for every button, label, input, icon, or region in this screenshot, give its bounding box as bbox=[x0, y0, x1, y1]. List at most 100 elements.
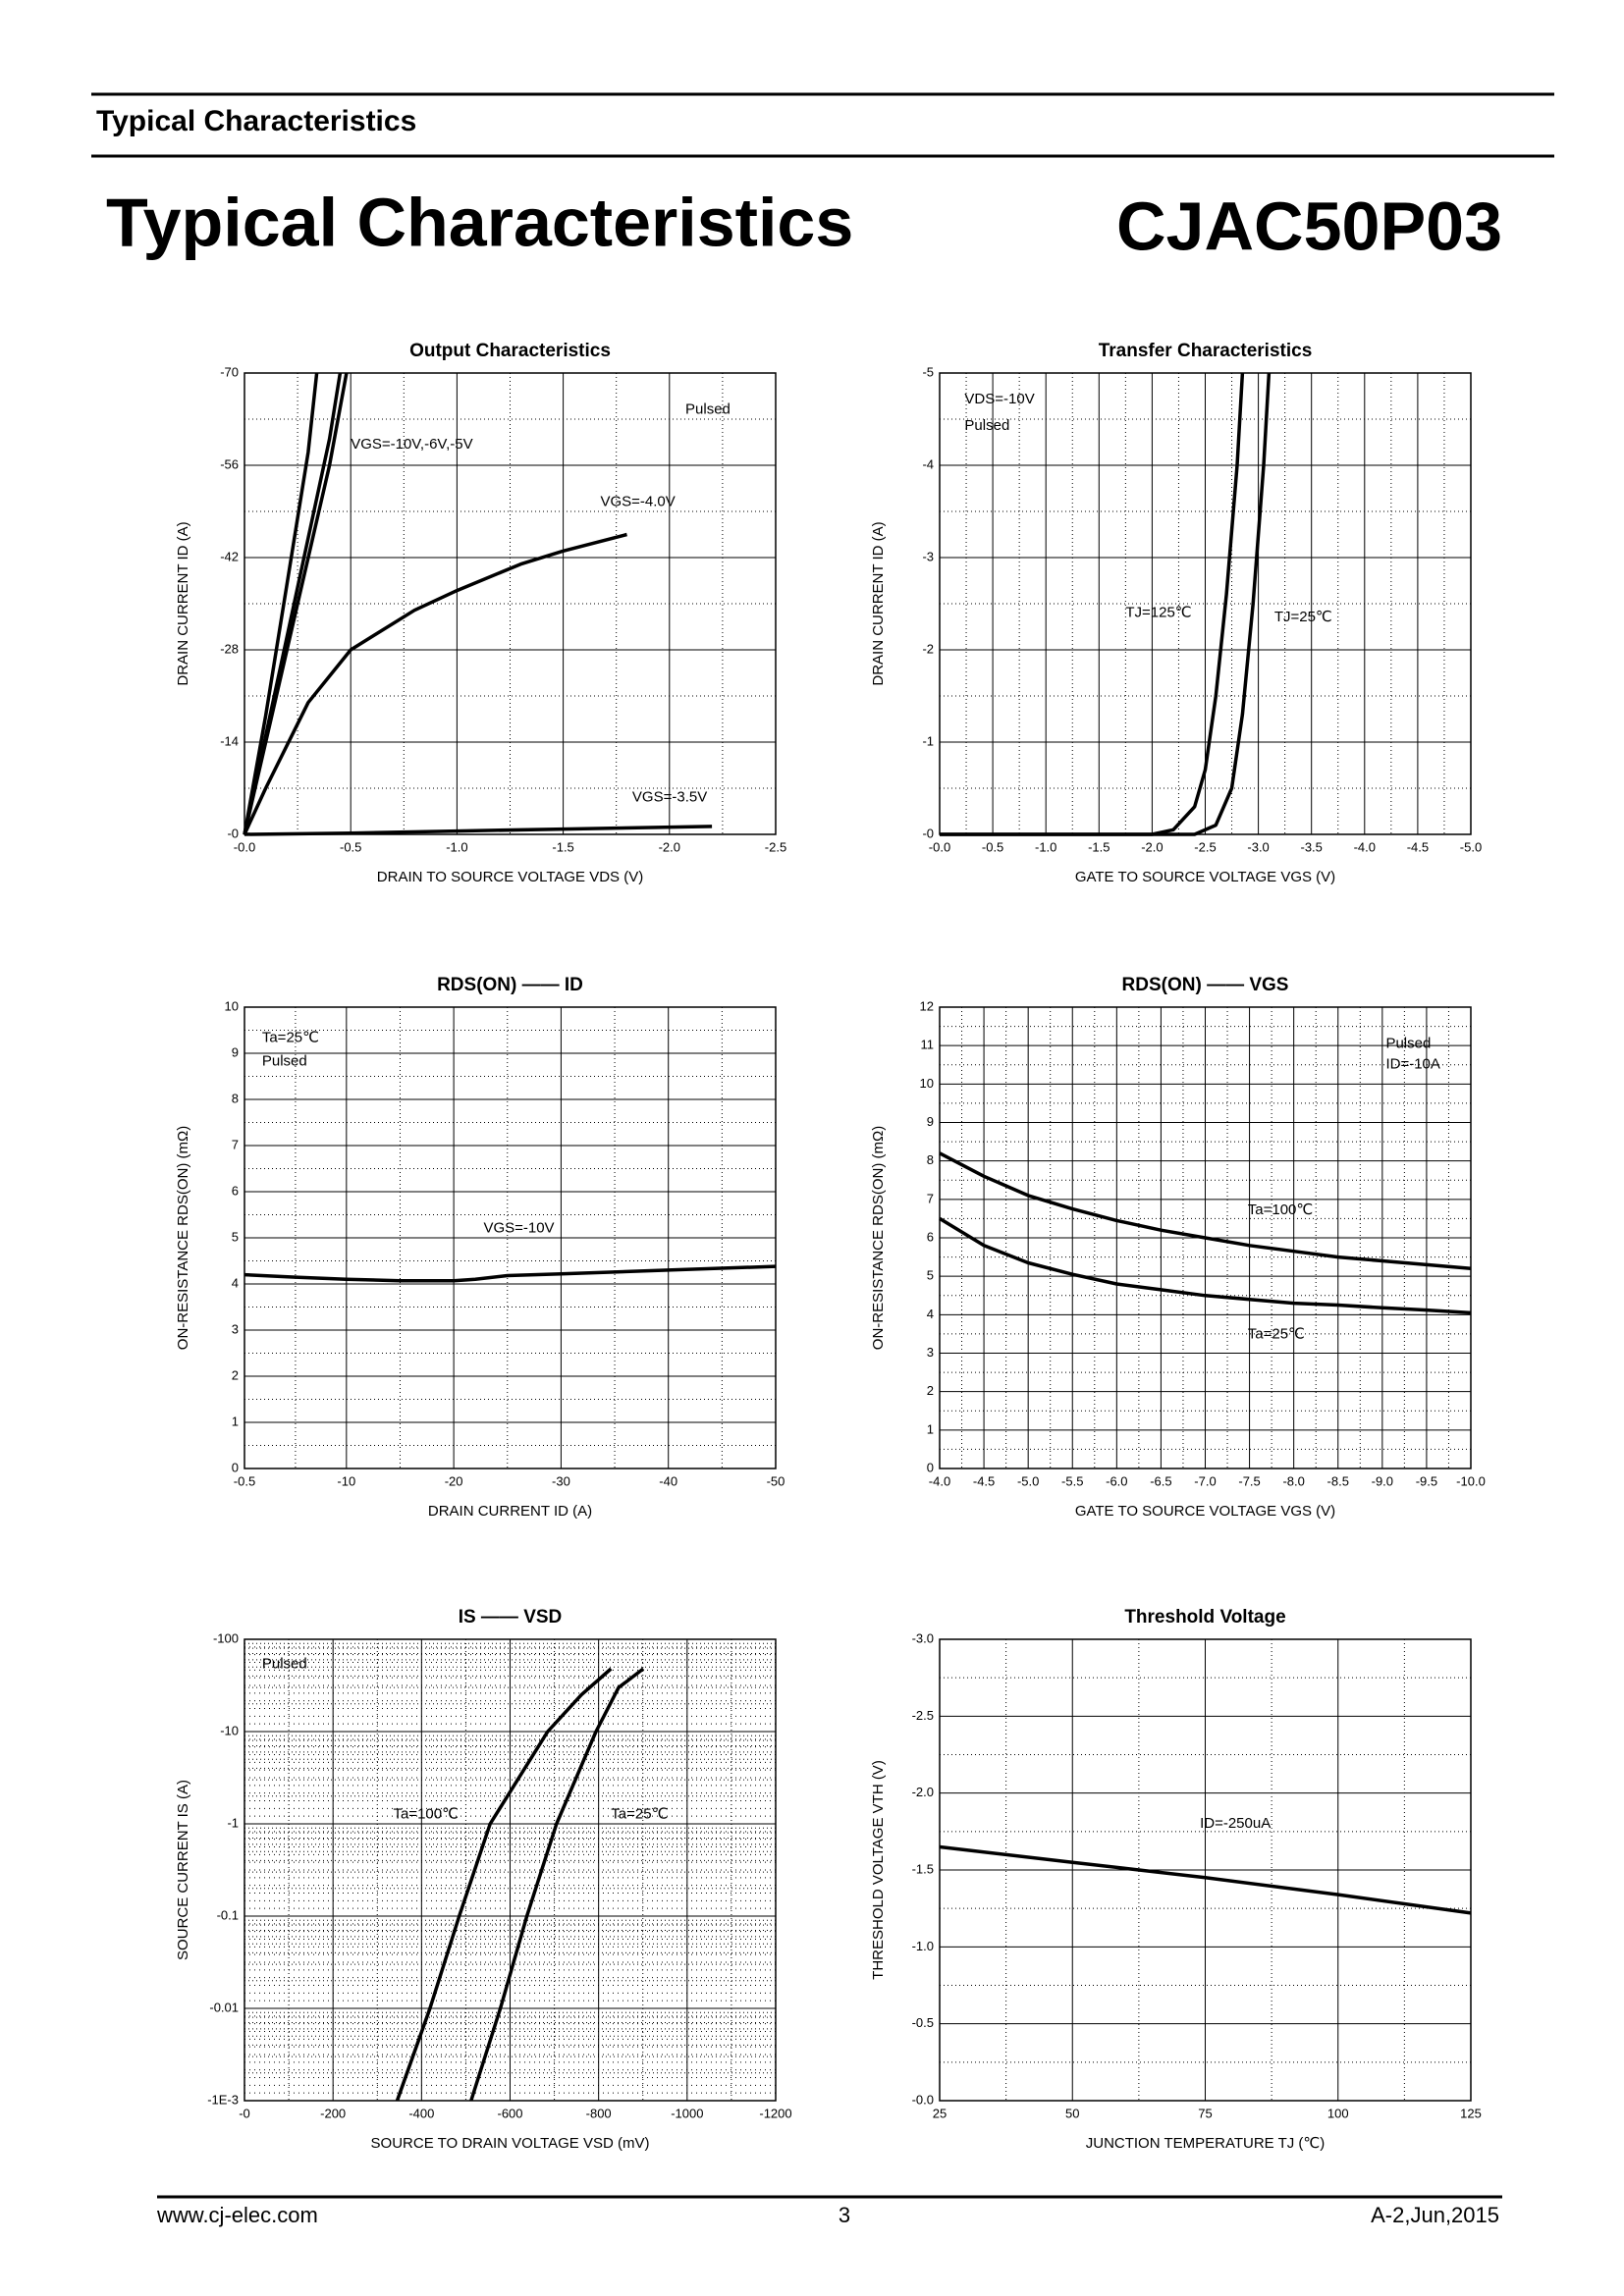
data-line bbox=[243, 372, 319, 835]
annotation: VGS=-4.0V bbox=[600, 494, 675, 510]
x-tick-label: -800 bbox=[586, 2106, 612, 2120]
annotation: Ta=100℃ bbox=[393, 1806, 458, 1823]
y-tick-label: -0.01 bbox=[209, 2000, 239, 2014]
y-tick-label: 10 bbox=[920, 1076, 934, 1091]
y-tick-label: -2.5 bbox=[912, 1708, 934, 1723]
y-tick-label: 9 bbox=[232, 1044, 239, 1059]
annotation: VDS=-10V bbox=[964, 391, 1034, 407]
x-tick-label: -5.0 bbox=[1017, 1473, 1039, 1488]
x-tick-label: -2.5 bbox=[765, 839, 786, 854]
annotation: VGS=-10V,-6V,-5V bbox=[351, 436, 472, 453]
y-tick-label: -2 bbox=[922, 641, 934, 656]
x-tick-label: -7.5 bbox=[1238, 1473, 1260, 1488]
y-tick-label: 5 bbox=[232, 1229, 239, 1244]
y-tick-label: -3.0 bbox=[912, 1630, 934, 1645]
y-tick-label: 3 bbox=[927, 1345, 934, 1360]
x-axis-label: GATE TO SOURCE VOLTAGE VGS (V) bbox=[1075, 1503, 1335, 1520]
x-tick-label: -8.5 bbox=[1327, 1473, 1349, 1488]
y-tick-label: 4 bbox=[927, 1307, 934, 1321]
plot-area bbox=[244, 373, 776, 834]
x-tick-label: -3.0 bbox=[1247, 839, 1269, 854]
data-line bbox=[243, 372, 349, 835]
y-tick-label: -1.5 bbox=[912, 1861, 934, 1876]
y-tick-label: -1.0 bbox=[912, 1939, 934, 1953]
y-tick-label: 11 bbox=[921, 1038, 935, 1052]
annotation: Ta=25℃ bbox=[1248, 1326, 1305, 1343]
x-tick-label: -1.5 bbox=[552, 839, 573, 854]
y-tick-label: -0 bbox=[922, 826, 934, 840]
chart-title: Output Characteristics bbox=[409, 341, 611, 361]
y-tick-label: 0 bbox=[232, 1460, 239, 1474]
data-line bbox=[395, 1667, 613, 2102]
y-tick-label: -0.5 bbox=[912, 2015, 934, 2030]
plot-frame bbox=[244, 372, 777, 835]
x-tick-label: -0 bbox=[239, 2106, 250, 2120]
x-tick-label: -1200 bbox=[759, 2106, 791, 2120]
annotation: Pulsed bbox=[1385, 1036, 1431, 1052]
x-tick-label: -0.5 bbox=[982, 839, 1003, 854]
y-tick-label: -14 bbox=[220, 733, 239, 748]
annotation: TJ=125℃ bbox=[1125, 604, 1191, 620]
y-tick-label: -42 bbox=[220, 549, 239, 563]
x-tick-label: -4.0 bbox=[1354, 839, 1376, 854]
annotation: Pulsed bbox=[964, 417, 1009, 434]
chart-title: Transfer Characteristics bbox=[1099, 341, 1313, 361]
y-tick-label: 8 bbox=[927, 1152, 934, 1167]
y-tick-label: 1 bbox=[232, 1414, 239, 1428]
annotation: ID=-10A bbox=[1385, 1056, 1439, 1073]
y-tick-label: 7 bbox=[927, 1191, 934, 1205]
y-tick-label: 1 bbox=[927, 1421, 934, 1436]
y-tick-label: -28 bbox=[220, 641, 239, 656]
y-tick-label: -4 bbox=[922, 456, 934, 471]
x-tick-label: 100 bbox=[1327, 2106, 1349, 2120]
page-number: 3 bbox=[839, 2203, 850, 2227]
x-tick-label: -1000 bbox=[671, 2106, 703, 2120]
x-tick-label: -2.0 bbox=[1141, 839, 1163, 854]
y-tick-label: -0.0 bbox=[912, 2092, 934, 2107]
y-tick-label: 2 bbox=[232, 1367, 239, 1382]
x-tick-label: -400 bbox=[408, 2106, 434, 2120]
plot-frame bbox=[939, 372, 1472, 835]
data-line bbox=[469, 1667, 645, 2102]
plot-frame bbox=[244, 1638, 777, 2102]
x-tick-label: -5.0 bbox=[1460, 839, 1482, 854]
x-tick-label: -2.5 bbox=[1194, 839, 1216, 854]
x-tick-label: -8.0 bbox=[1282, 1473, 1304, 1488]
x-tick-label: -10 bbox=[337, 1473, 355, 1488]
x-tick-label: -4.5 bbox=[1407, 839, 1429, 854]
x-axis-label: JUNCTION TEMPERATURE TJ (℃) bbox=[1086, 2135, 1326, 2152]
x-tick-label: -30 bbox=[552, 1473, 570, 1488]
y-axis-label: ON-RESISTANCE RDS(ON) (mΩ) bbox=[870, 1126, 887, 1350]
x-tick-label: -4.0 bbox=[929, 1473, 950, 1488]
chart-title: Threshold Voltage bbox=[1124, 1607, 1285, 1628]
x-tick-label: -9.0 bbox=[1372, 1473, 1393, 1488]
data-line bbox=[939, 1844, 1472, 1915]
data-line bbox=[243, 532, 627, 835]
annotation: TJ=25℃ bbox=[1274, 609, 1332, 625]
y-axis-label: THRESHOLD VOLTAGE VTH (V) bbox=[870, 1760, 887, 1980]
page-title: Typical Characteristics bbox=[106, 184, 853, 260]
plot-frame bbox=[939, 1006, 1472, 1469]
y-tick-label: -0.1 bbox=[217, 1907, 239, 1922]
y-tick-label: 4 bbox=[232, 1275, 239, 1290]
part-number: CJAC50P03 bbox=[1116, 187, 1502, 264]
data-line bbox=[939, 1151, 1472, 1271]
y-tick-label: -70 bbox=[220, 364, 239, 379]
x-tick-label: 125 bbox=[1460, 2106, 1482, 2120]
y-tick-label: 12 bbox=[920, 998, 934, 1013]
y-tick-label: 3 bbox=[232, 1321, 239, 1336]
x-tick-label: 50 bbox=[1065, 2106, 1079, 2120]
y-tick-label: 10 bbox=[225, 998, 239, 1013]
y-tick-label: -10 bbox=[220, 1723, 239, 1737]
annotation: Ta=25℃ bbox=[262, 1029, 319, 1045]
x-tick-label: -0.5 bbox=[234, 1473, 255, 1488]
x-tick-label: -200 bbox=[320, 2106, 346, 2120]
x-tick-label: -40 bbox=[659, 1473, 677, 1488]
plot-frame bbox=[244, 1006, 777, 1469]
chart-title: RDS(ON) —— VGS bbox=[1122, 975, 1289, 995]
section-title: Typical Characteristics bbox=[96, 105, 416, 137]
annotation: VGS=-10V bbox=[483, 1220, 554, 1237]
y-axis-label: SOURCE CURRENT IS (A) bbox=[175, 1780, 191, 1960]
annotation: Ta=100℃ bbox=[1248, 1201, 1313, 1218]
